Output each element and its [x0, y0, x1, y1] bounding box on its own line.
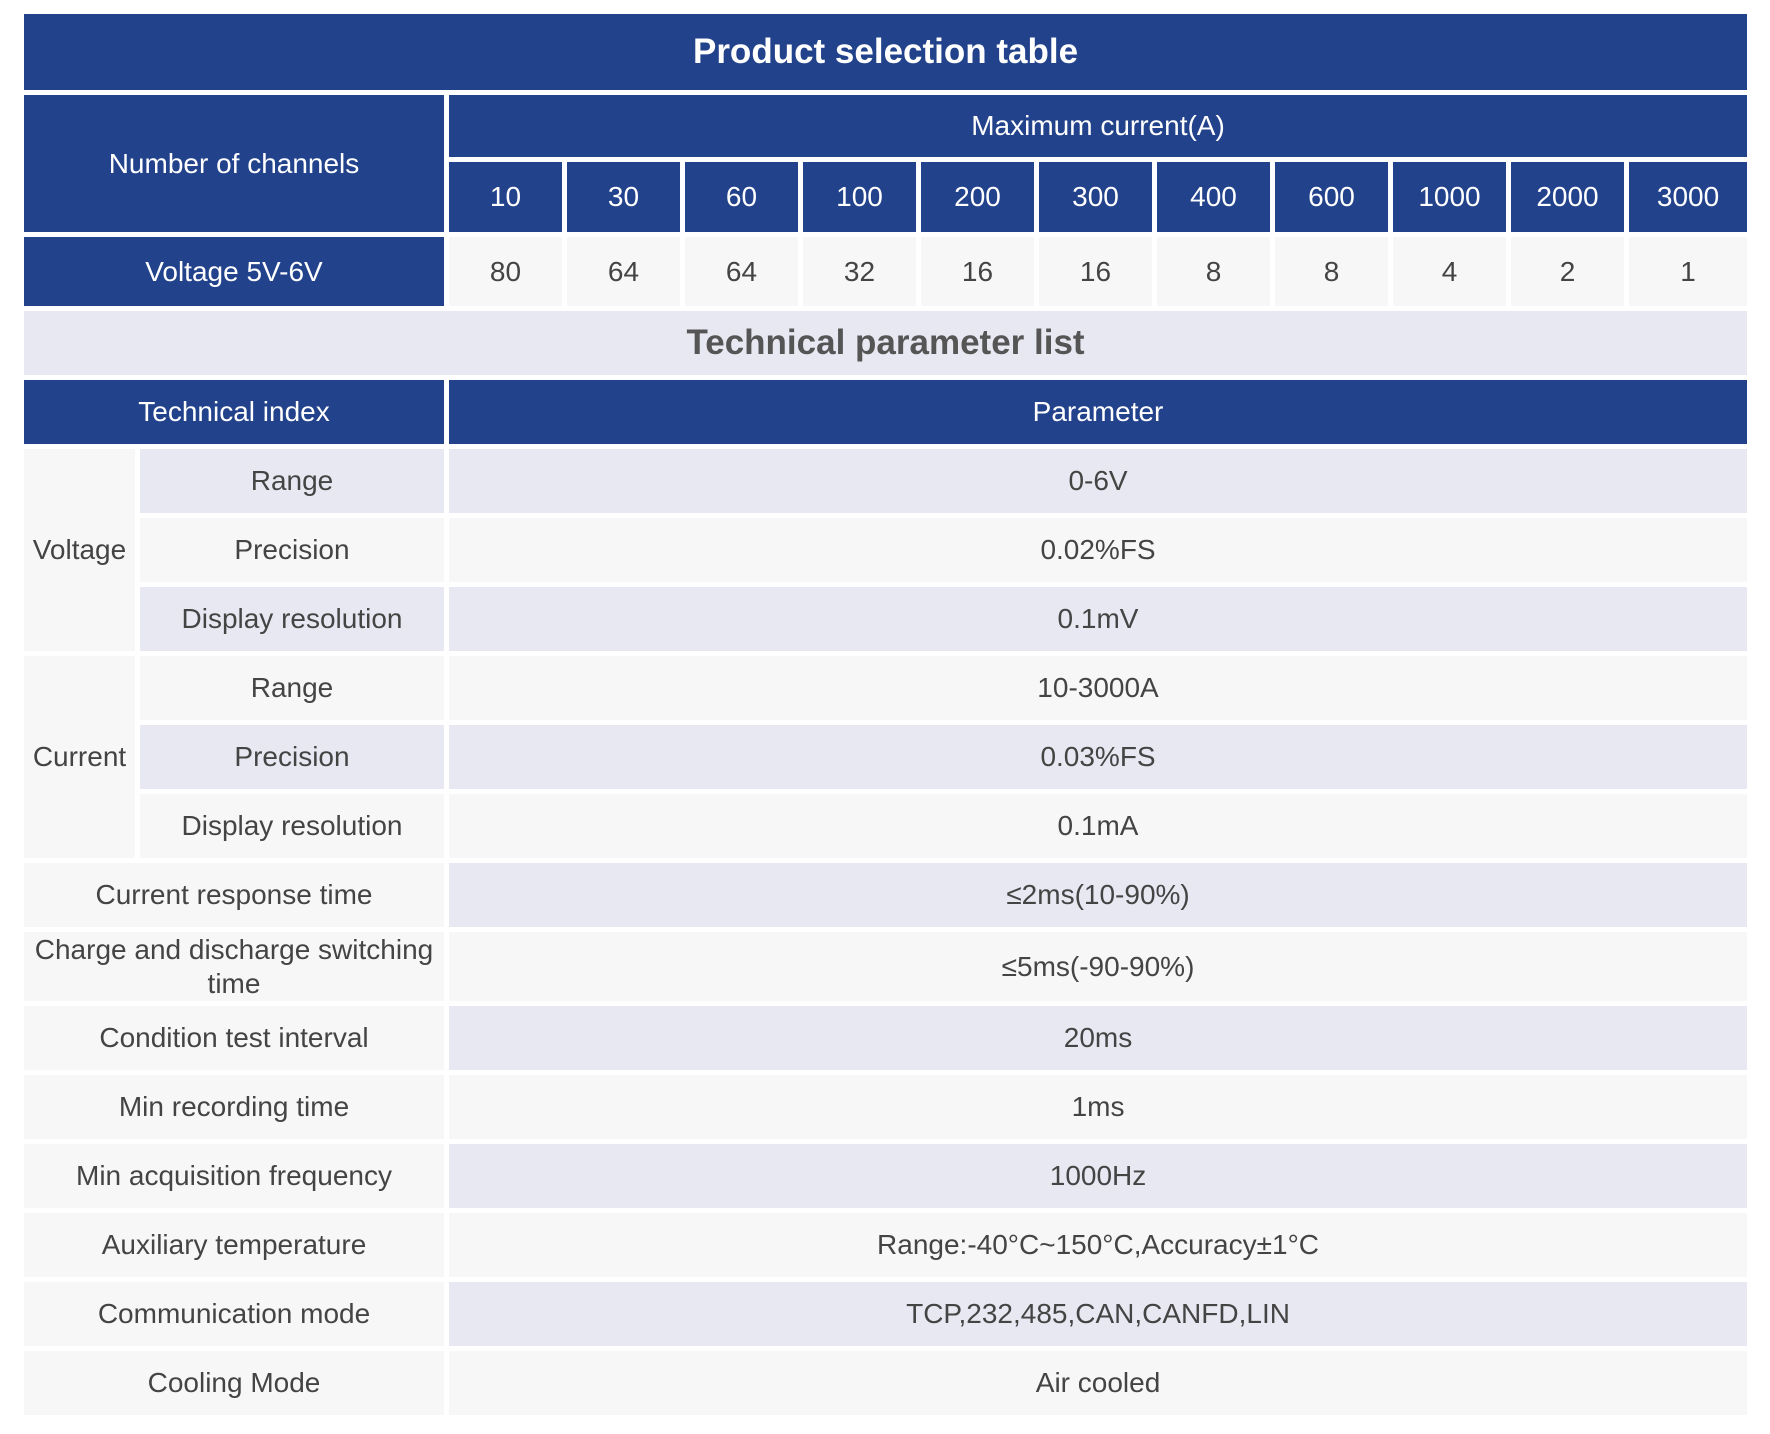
param-name: Display resolution: [140, 794, 449, 863]
param-name: Condition test interval: [24, 1006, 449, 1075]
channel-count-cell: 8: [1157, 237, 1275, 311]
channel-count-cell: 64: [685, 237, 803, 311]
current-header-cell: 30: [567, 162, 685, 237]
channel-count-cell: 32: [803, 237, 921, 311]
param-name: Range: [140, 449, 449, 518]
param-value: 0.1mV: [449, 587, 1748, 656]
channels-header: Number of channels: [24, 95, 449, 237]
current-header-cell: 600: [1275, 162, 1393, 237]
product-selection-title: Product selection table: [24, 14, 1748, 95]
param-name: Auxiliary temperature: [24, 1213, 449, 1282]
current-header-cell: 2000: [1511, 162, 1629, 237]
max-current-header: Maximum current(A): [449, 95, 1748, 162]
param-name: Communication mode: [24, 1282, 449, 1351]
param-name: Min acquisition frequency: [24, 1144, 449, 1213]
param-name: Range: [140, 656, 449, 725]
param-value: 1ms: [449, 1075, 1748, 1144]
param-value: Air cooled: [449, 1351, 1748, 1420]
param-value: 10-3000A: [449, 656, 1748, 725]
param-value: ≤2ms(10-90%): [449, 863, 1748, 932]
param-value: TCP,232,485,CAN,CANFD,LIN: [449, 1282, 1748, 1351]
param-value: Range:-40°C~150°C,Accuracy±1°C: [449, 1213, 1748, 1282]
param-name: Min recording time: [24, 1075, 449, 1144]
current-header-cell: 1000: [1393, 162, 1511, 237]
parameter-header: Parameter: [449, 380, 1748, 449]
param-name: Precision: [140, 518, 449, 587]
spec-sheet: Product selection table Number of channe…: [24, 14, 1748, 1420]
channel-count-cell: 2: [1511, 237, 1629, 311]
product-table: Product selection table Number of channe…: [24, 14, 1748, 1420]
technical-index-header: Technical index: [24, 380, 449, 449]
technical-parameter-title: Technical parameter list: [24, 311, 1748, 380]
channel-count-cell: 16: [921, 237, 1039, 311]
channel-count-cell: 80: [449, 237, 567, 311]
param-value: 20ms: [449, 1006, 1748, 1075]
channel-count-cell: 8: [1275, 237, 1393, 311]
channel-count-cell: 16: [1039, 237, 1157, 311]
channel-count-cell: 4: [1393, 237, 1511, 311]
current-header-cell: 100: [803, 162, 921, 237]
current-group-label: Current: [24, 656, 140, 863]
param-value: 1000Hz: [449, 1144, 1748, 1213]
current-header-cell: 300: [1039, 162, 1157, 237]
channel-count-cell: 64: [567, 237, 685, 311]
current-header-cell: 60: [685, 162, 803, 237]
channel-count-cell: 1: [1629, 237, 1748, 311]
param-name: Cooling Mode: [24, 1351, 449, 1420]
current-header-cell: 10: [449, 162, 567, 237]
param-value: 0.1mA: [449, 794, 1748, 863]
param-value: ≤5ms(-90-90%): [449, 932, 1748, 1006]
voltage-group-label: Voltage: [24, 449, 140, 656]
current-header-cell: 400: [1157, 162, 1275, 237]
param-name: Current response time: [24, 863, 449, 932]
voltage-row-label: Voltage 5V-6V: [24, 237, 449, 311]
param-value: 0-6V: [449, 449, 1748, 518]
param-name: Precision: [140, 725, 449, 794]
param-value: 0.03%FS: [449, 725, 1748, 794]
current-header-cell: 200: [921, 162, 1039, 237]
param-value: 0.02%FS: [449, 518, 1748, 587]
current-header-cell: 3000: [1629, 162, 1748, 237]
param-name: Display resolution: [140, 587, 449, 656]
param-name: Charge and discharge switching time: [24, 932, 449, 1006]
